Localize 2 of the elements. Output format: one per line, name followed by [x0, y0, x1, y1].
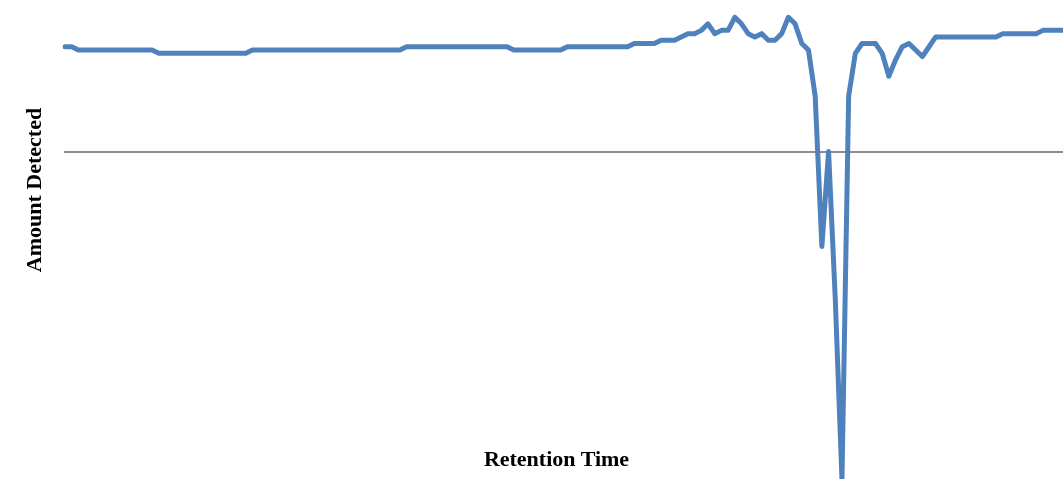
x-axis-title: Retention Time: [482, 446, 631, 472]
y-axis-title: Amount Detected: [21, 107, 47, 273]
